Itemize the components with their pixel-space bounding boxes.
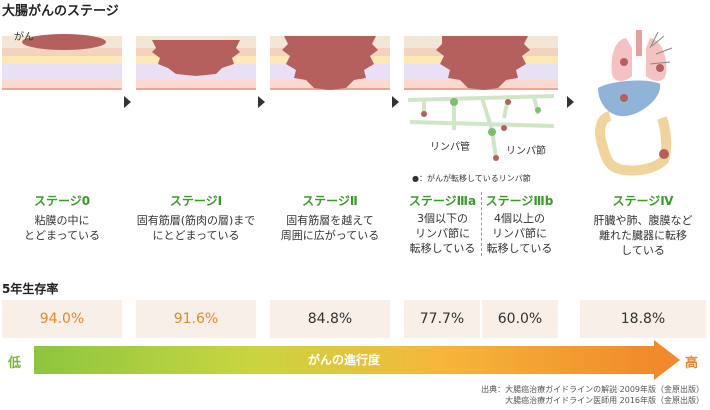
stage-name: ステージⅢb	[485, 194, 554, 208]
high-label: 高	[685, 356, 699, 371]
arrow-icon	[567, 96, 574, 108]
source-citation: 出典：大腸癌治療ガイドラインの解説 2009年版（金原出版） 大腸癌治療ガイドラ…	[481, 385, 704, 405]
stage3-divider	[481, 192, 482, 256]
stage4-illustration	[580, 18, 706, 185]
survival-value: 18.8%	[580, 300, 706, 338]
survival-value: 94.0%	[2, 300, 122, 338]
page-title: 大腸がんのステージ	[2, 4, 119, 19]
survival-value: 84.8%	[270, 300, 390, 338]
stage-name: ステージⅣ	[612, 194, 674, 208]
stage0-illustration: がん	[2, 18, 122, 185]
stage-description: 固有筋層を越えて 周囲に広がっている	[280, 214, 380, 242]
stage-name: ステージⅡ	[302, 194, 358, 208]
stage2-illustration	[270, 18, 390, 185]
stage3-illustration: リンパ管 リンパ節 ●：がんが転移しているリンパ節	[404, 18, 558, 185]
stage1-illustration	[136, 18, 256, 185]
stage-description: 粘膜の中に とどまっている	[23, 214, 100, 242]
stage-name: ステージⅢa	[408, 194, 477, 208]
stage-name: ステージⅠ	[169, 194, 223, 208]
stage-description: 4個以上の リンパ節に 転移している	[486, 212, 553, 255]
survival-value: 60.0%	[482, 300, 558, 338]
stage-name: ステージ0	[33, 194, 91, 208]
progress-bar	[34, 346, 654, 374]
progress-label: がんの進行度	[307, 353, 380, 367]
metastasis-legend: ●：がんが転移しているリンパ節	[412, 174, 531, 183]
stage-description: 肝臓や肺、腹膜など 離れた臓器に転移 している	[593, 214, 693, 257]
stage-description: 固有筋層(筋肉の層)まで にとどまっている	[136, 214, 256, 242]
lymph-node-label: リンパ節	[506, 146, 546, 157]
survival-value: 91.6%	[136, 300, 256, 338]
cancer-label: がん	[14, 32, 34, 43]
low-label: 低	[8, 356, 22, 371]
survival-value: 77.7%	[404, 300, 480, 338]
stage-description: 3個以下の リンパ節に 転移している	[409, 212, 476, 255]
arrow-icon	[124, 96, 131, 108]
lymph-vessel-label: リンパ管	[430, 142, 470, 153]
survival-title: 5年生存率	[2, 282, 59, 296]
arrow-icon	[258, 96, 265, 108]
progress-arrow-icon	[654, 340, 680, 380]
arrow-icon	[392, 96, 399, 108]
